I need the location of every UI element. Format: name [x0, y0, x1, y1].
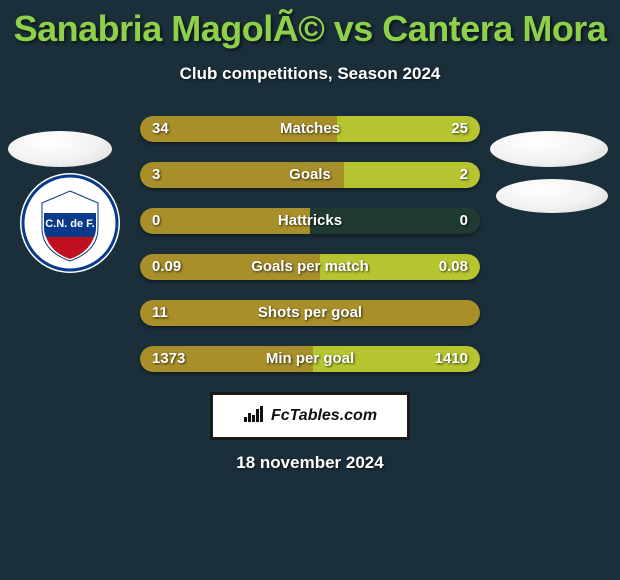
stat-row: 13731410Min per goal	[140, 346, 480, 372]
stat-value-left: 3	[152, 162, 160, 188]
page-title: Sanabria MagolÃ© vs Cantera Mora	[0, 0, 620, 50]
stat-row: 11Shots per goal	[140, 300, 480, 326]
stat-value-right: 0	[460, 208, 468, 234]
club-crest: C.N. de F.	[20, 173, 120, 273]
photo-placeholder-oval	[490, 131, 608, 167]
photo-placeholder-oval	[496, 179, 608, 213]
stat-bar-track	[140, 346, 480, 372]
stat-bar-right	[310, 208, 480, 234]
subtitle: Club competitions, Season 2024	[0, 64, 620, 84]
stat-row: 00Hattricks	[140, 208, 480, 234]
photo-placeholder-oval	[8, 131, 112, 167]
date-line: 18 november 2024	[0, 453, 620, 473]
brand-text: FcTables.com	[271, 407, 377, 425]
stat-value-left: 0	[152, 208, 160, 234]
stat-value-right: 1410	[435, 346, 468, 372]
stat-value-left: 1373	[152, 346, 185, 372]
stat-row: 32Goals	[140, 162, 480, 188]
stat-value-left: 34	[152, 116, 169, 142]
stat-row: 3425Matches	[140, 116, 480, 142]
stat-bar-left	[140, 208, 310, 234]
stat-value-right: 0.08	[439, 254, 468, 280]
stat-bar-left	[140, 116, 337, 142]
stat-bar-left	[140, 300, 480, 326]
stat-row: 0.090.08Goals per match	[140, 254, 480, 280]
stat-bar-track	[140, 208, 480, 234]
stat-bar-track	[140, 300, 480, 326]
svg-text:C.N. de F.: C.N. de F.	[45, 218, 95, 230]
stat-value-left: 0.09	[152, 254, 181, 280]
stat-bar-left	[140, 162, 344, 188]
stat-value-left: 11	[152, 300, 168, 326]
stat-bars: 3425Matches32Goals00Hattricks0.090.08Goa…	[140, 116, 480, 392]
stat-bar-track	[140, 254, 480, 280]
stat-value-right: 25	[451, 116, 468, 142]
brand-chart-icon	[243, 405, 265, 428]
stat-bar-track	[140, 162, 480, 188]
brand-badge: FcTables.com	[210, 392, 410, 440]
stat-bar-track	[140, 116, 480, 142]
stat-value-right: 2	[460, 162, 468, 188]
